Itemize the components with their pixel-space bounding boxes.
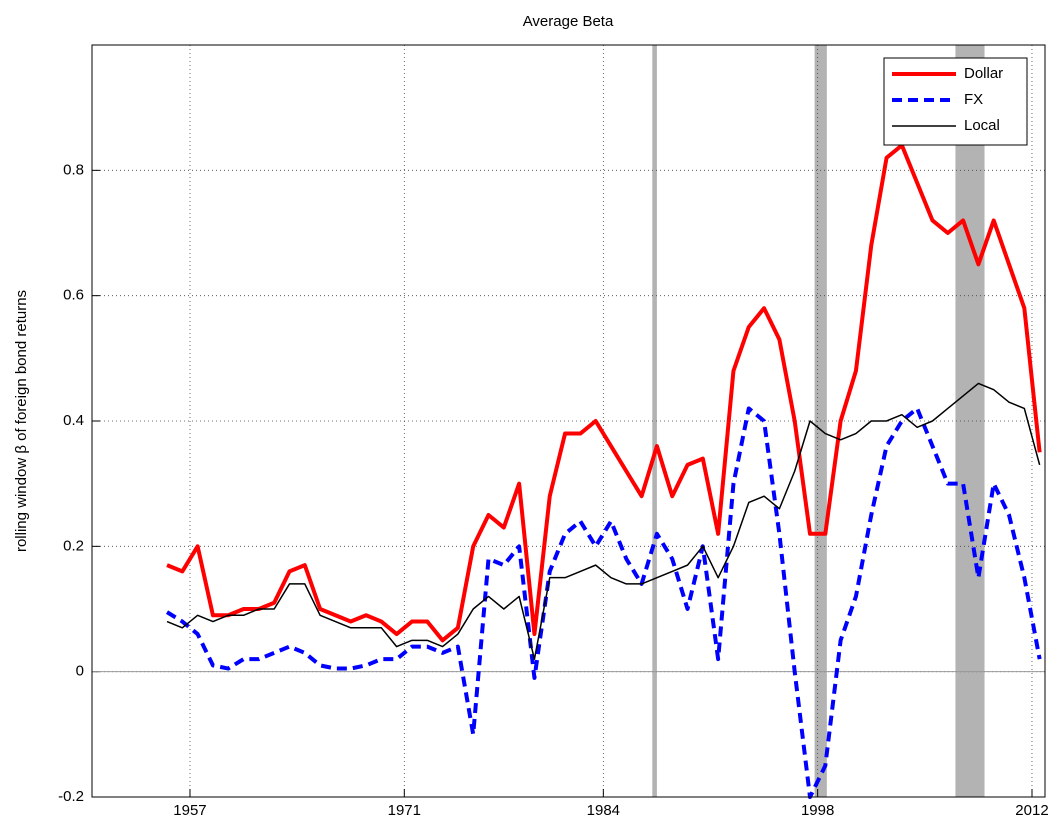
legend-label: Local: [964, 117, 1000, 134]
x-tick-label: 1957: [173, 802, 206, 819]
y-axis-label: rolling window β of foreign bond returns: [13, 290, 30, 552]
chart-title: Average Beta: [523, 13, 614, 30]
y-tick-label: -0.2: [58, 788, 84, 805]
x-tick-label: 1984: [587, 802, 620, 819]
y-tick-label: 0: [76, 663, 84, 680]
plot-frame: [91, 44, 1046, 798]
series-line: [166, 143, 1042, 643]
y-tick-label: 0.8: [63, 161, 84, 178]
y-tick-label: 0.6: [63, 287, 84, 304]
shaded-period: [652, 45, 657, 797]
legend-label: Dollar: [964, 65, 1003, 82]
y-tick-label: 0.2: [63, 537, 84, 554]
y-tick-label: 0.4: [63, 412, 84, 429]
series-line: [165, 406, 1042, 799]
x-tick-label: 1998: [801, 802, 834, 819]
x-tick-label: 2012: [1015, 802, 1048, 819]
x-tick-label: 1971: [388, 802, 421, 819]
series-line: [166, 382, 1041, 660]
legend-label: FX: [964, 91, 983, 108]
legend-box: [883, 57, 1028, 146]
